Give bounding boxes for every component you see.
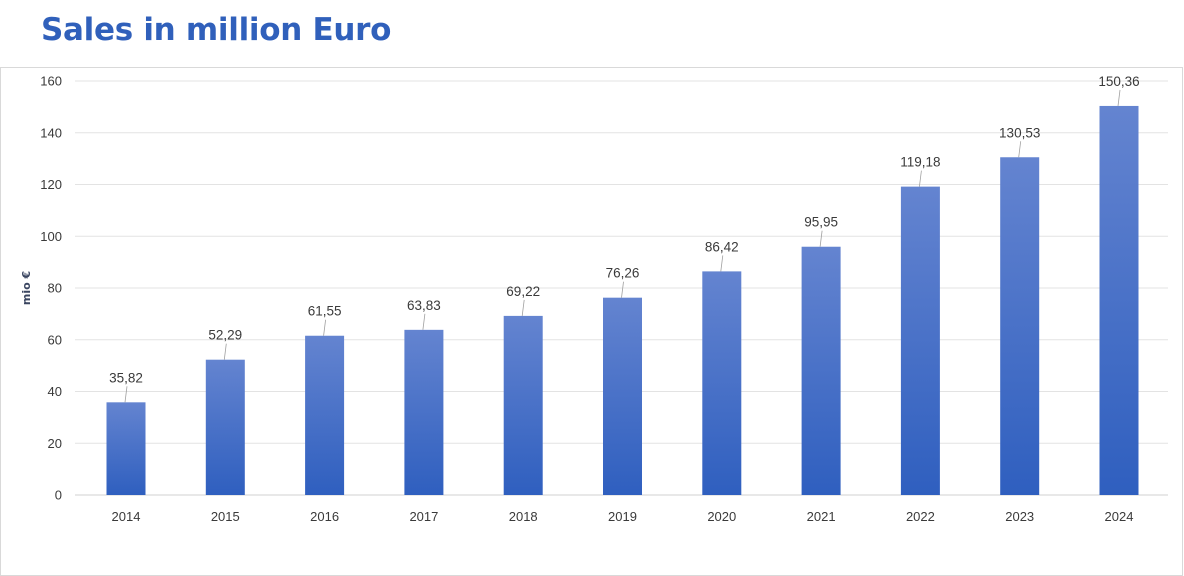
bar [801,246,841,495]
y-tick-label: 20 [48,436,62,451]
data-label: 130,53 [999,125,1040,140]
x-tick-label: 2022 [906,509,935,524]
bar [205,359,245,495]
bars [106,105,1139,496]
x-tick-label: 2015 [211,509,240,524]
x-tick-label: 2017 [409,509,438,524]
x-axis-ticks: 2014 2015 2016 2017 2018 2019 2020 2021 2022 2023… [112,509,1134,524]
leader-line [1117,89,1121,106]
bar [603,297,642,495]
x-tick-label: 2020 [707,509,736,524]
data-label: 52,29 [208,328,242,343]
bar [305,335,345,495]
label-leader-lines [124,89,1121,403]
bar [1000,157,1040,495]
y-tick-label: 60 [48,332,62,347]
y-tick-label: 100 [40,229,62,244]
bar [702,271,742,495]
x-tick-label: 2019 [608,509,637,524]
x-tick-label: 2021 [807,509,836,524]
bar [1099,105,1139,496]
leader-line [919,170,922,187]
x-tick-label: 2018 [509,509,538,524]
x-tick-label: 2016 [310,509,339,524]
leader-line [124,386,128,403]
data-label: 69,22 [506,284,540,299]
y-tick-label: 160 [40,74,62,89]
x-tick-label: 2014 [112,509,141,524]
page-title: Sales in million Euro [41,12,392,48]
y-tick-label: 40 [48,384,62,399]
y-tick-label: 120 [40,177,62,192]
leader-line [621,281,624,298]
y-axis-ticks: 0 20 40 60 80 100 120 140 160 [40,74,62,503]
leader-line [223,343,227,360]
y-axis-title: mio € [20,271,33,305]
leader-line [521,299,525,316]
leader-line [819,230,823,247]
bar [503,315,543,495]
y-tick-label: 80 [48,281,62,296]
data-labels: 35,82 52,29 61,55 63,83 69,22 76,26 86,42 95,95… [109,74,1140,385]
chart-area [0,67,1183,576]
data-label: 150,36 [1098,74,1139,89]
bar [404,329,444,495]
data-label: 63,83 [407,298,441,313]
data-label: 95,95 [804,215,838,230]
data-label: 61,55 [308,304,342,319]
x-tick-label: 2024 [1105,509,1134,524]
x-tick-label: 2023 [1005,509,1034,524]
leader-line [422,313,426,330]
data-label: 119,18 [900,155,940,170]
data-label: 35,82 [109,370,143,385]
bar [106,402,146,495]
leader-line [323,319,326,336]
leader-line [720,255,724,272]
y-tick-label: 0 [55,488,62,503]
data-label: 86,42 [705,239,739,254]
bar [900,186,940,495]
leader-line [1018,141,1022,158]
y-tick-label: 140 [40,125,62,140]
data-label: 76,26 [606,266,640,281]
